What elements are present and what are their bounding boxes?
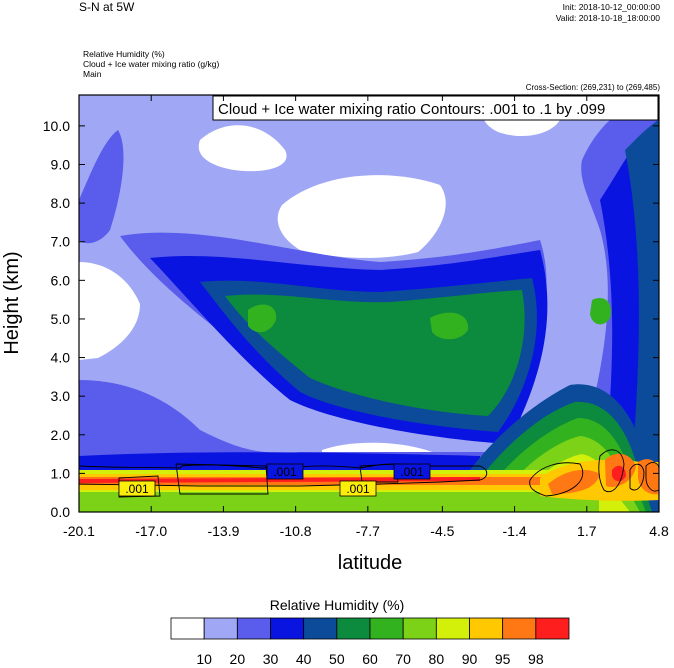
rh-bl-80 [79, 492, 599, 512]
colorbar-label: 60 [362, 651, 378, 667]
x-tick-label: -20.1 [63, 523, 95, 539]
colorbar-swatch [469, 617, 504, 640]
field-cloud-ice: Cloud + Ice water mixing ratio (g/kg) [83, 59, 220, 69]
init-time: Init: 2018-10-12_00:00:00 [562, 2, 660, 12]
colorbar-label: 90 [462, 651, 478, 667]
rh-band-70-a [248, 304, 277, 333]
y-tick-label: 10.0 [43, 118, 70, 134]
cloud-contour-mid-box [175, 463, 269, 495]
y-tick-label: 3.0 [51, 388, 71, 404]
time-info: Init: 2018-10-12_00:00:00 Valid: 2018-10… [556, 2, 660, 24]
colorbar-swatch [435, 617, 470, 640]
colorbar-swatch [270, 617, 305, 640]
cloud-contour-conv-b [598, 449, 625, 493]
contour-label-4: .001 [393, 463, 431, 480]
y-axis: 0.0 1.0 2.0 3.0 4.0 5.0 6.0 7.0 8.0 9.0 10.0 [43, 118, 659, 520]
colorbar-swatch [502, 617, 537, 640]
x-tick-label: -13.9 [207, 523, 239, 539]
valid-time: Valid: 2018-10-18_18:00:00 [555, 13, 660, 23]
colorbar-label: 98 [528, 651, 544, 667]
rh-band-30-top [79, 130, 124, 244]
x-tick-label: 1.7 [577, 523, 597, 539]
cloud-contour-conv-a [529, 462, 584, 497]
y-tick-label: 7.0 [51, 234, 71, 250]
svg-text:.001: .001 [400, 465, 424, 479]
x-tick-label: -1.4 [503, 523, 527, 539]
colorbar-label: 40 [296, 651, 312, 667]
y-tick-label: 5.0 [51, 311, 71, 327]
rh-bl-sat [79, 477, 480, 483]
rh-filled-contours [79, 95, 659, 512]
cloud-contour-conv-c [629, 463, 645, 491]
colorbar-swatch [236, 617, 271, 640]
colorbar-label: 50 [329, 651, 345, 667]
y-tick-label: 6.0 [51, 272, 71, 288]
cloud-contour-main [79, 463, 488, 487]
contour-labels: .001 .001 .001 .001 [118, 463, 431, 497]
svg-text:.001: .001 [346, 482, 370, 496]
rh-band-70-c [590, 298, 611, 325]
field-rh: Relative Humidity (%) [83, 49, 165, 59]
field-main: Main [83, 69, 102, 79]
colorbar-label: 80 [429, 651, 445, 667]
cross-section-label: Cross-Section: (269,231) to (269,485) [525, 83, 660, 92]
contour-label-2: .001 [266, 463, 304, 480]
rh-band-40-lowstrip [79, 452, 480, 472]
x-tick-label: -7.7 [356, 523, 380, 539]
chart-title: Cloud + Ice water mixing ratio Contours:… [218, 101, 605, 118]
rh-conv-sat [612, 465, 626, 482]
colorbar-title: Relative Humidity (%) [269, 597, 405, 613]
colorbar-swatch [170, 617, 205, 640]
colorbar-swatch [402, 617, 437, 640]
svg-text:.001: .001 [273, 465, 297, 479]
field-list: Relative Humidity (%) Cloud + Ice water … [83, 49, 219, 79]
colorbar: 10 20 30 40 50 60 70 80 90 95 98 [170, 617, 570, 667]
y-tick-label: 0.0 [51, 504, 71, 520]
colorbar-swatch [203, 617, 238, 640]
cloud-contour-conv-d [645, 462, 659, 492]
svg-text:.001: .001 [125, 482, 149, 496]
x-axis: -20.1 -17.0 -13.9 -10.8 -7.7 -4.5 -1.4 1.7 4.8 [63, 95, 669, 539]
y-tick-label: 4.0 [51, 350, 71, 366]
rh-dry-patch-top [198, 125, 287, 172]
x-tick-label: -4.5 [430, 523, 454, 539]
rh-conv-98c [638, 459, 659, 495]
x-tick-label: -10.8 [280, 523, 312, 539]
colorbar-label: 30 [263, 651, 279, 667]
colorbar-label: 70 [395, 651, 411, 667]
rh-dry-patch-mid [277, 175, 446, 258]
contour-info-box: Cloud + Ice water mixing ratio Contours:… [212, 95, 659, 121]
y-tick-label: 2.0 [51, 427, 71, 443]
cloud-ice-contours [79, 449, 659, 498]
x-axis-label: latitude [338, 552, 403, 574]
plot-frame [78, 94, 660, 513]
contour-label-1: .001 [118, 480, 156, 497]
y-tick-label: 1.0 [51, 465, 71, 481]
rh-dry-patch-left [79, 262, 140, 360]
colorbar-label: 10 [196, 651, 212, 667]
colorbar-label: 20 [230, 651, 246, 667]
plot-title: S-N at 5W [79, 0, 135, 14]
rh-band-70-b [430, 312, 469, 340]
x-tick-label: -17.0 [135, 523, 167, 539]
cloud-contour-right-box [359, 463, 399, 483]
colorbar-label: 95 [495, 651, 511, 667]
y-axis-label: Height (km) [1, 251, 23, 354]
rh-conv-98a [548, 469, 600, 494]
colorbar-swatch [303, 617, 338, 640]
colorbar-swatch [369, 617, 404, 640]
y-tick-label: 9.0 [51, 157, 71, 173]
colorbar-swatch [535, 617, 570, 640]
colorbar-swatch [336, 617, 371, 640]
rh-band-50-right [625, 120, 659, 512]
x-tick-label: 4.8 [649, 523, 669, 539]
contour-label-3: .001 [339, 480, 377, 497]
y-tick-label: 8.0 [51, 195, 71, 211]
